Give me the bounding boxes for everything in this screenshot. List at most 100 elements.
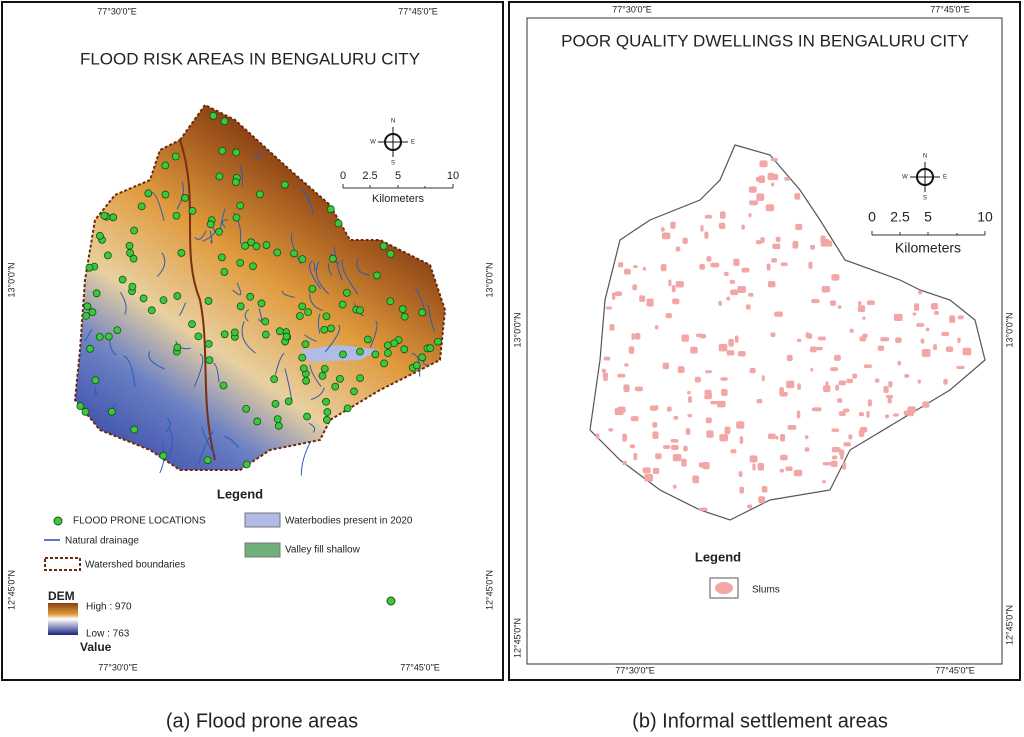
compass-letter: E <box>411 140 415 146</box>
slum-patch <box>767 281 776 288</box>
flood-point <box>261 317 270 326</box>
flood-point <box>236 201 245 210</box>
slum-patch <box>831 274 840 281</box>
flood-point <box>386 297 395 306</box>
slum-patch <box>633 452 638 461</box>
flood-point <box>147 306 156 315</box>
stream <box>93 385 97 396</box>
slum-patch <box>755 176 760 182</box>
coordinate-label: 77°30'0"E <box>615 665 655 675</box>
stream <box>165 417 171 433</box>
stream <box>120 292 127 315</box>
slum-patch <box>810 244 815 250</box>
slum-patch <box>863 364 872 369</box>
flood-point <box>130 226 138 235</box>
slum-patch <box>705 417 712 424</box>
flood-point <box>181 194 189 202</box>
slum-patch <box>941 331 950 337</box>
flood-point <box>171 152 180 161</box>
slum-patch <box>842 461 847 470</box>
flood-point <box>173 343 182 352</box>
flood-point <box>356 374 364 383</box>
slum-patch <box>646 298 654 307</box>
stream <box>369 320 378 348</box>
slum-patch <box>774 311 783 317</box>
flood-point <box>412 361 421 370</box>
slum-patch <box>673 415 679 420</box>
slum-patch <box>683 445 688 452</box>
stream <box>324 324 341 353</box>
slum-patch <box>603 356 611 361</box>
legend-title: Legend <box>695 549 741 564</box>
slum-patch <box>687 396 692 403</box>
slum-patch <box>907 406 916 413</box>
flood-point <box>220 117 229 126</box>
stream <box>327 263 333 276</box>
slum-patch <box>916 323 925 327</box>
compass-letter: E <box>943 175 947 181</box>
slum-patch <box>857 305 866 313</box>
legend-boundary <box>44 557 81 571</box>
flood-point <box>371 350 380 359</box>
slum-patch <box>668 279 672 287</box>
slum-patch <box>836 398 843 403</box>
coordinate-label: 77°45'0"E <box>398 6 438 16</box>
slum-patch <box>690 346 698 354</box>
slum-patch <box>830 460 838 468</box>
slum-patch <box>771 258 778 263</box>
slum-patch <box>718 300 723 306</box>
slum-patch <box>811 407 816 412</box>
slum-patch <box>957 315 964 320</box>
stream <box>309 364 322 387</box>
slum-patch <box>601 368 607 373</box>
slum-patch <box>780 262 788 267</box>
slum-patch <box>614 407 624 416</box>
flood-point <box>261 330 270 339</box>
stream <box>274 352 285 376</box>
slum-patch <box>852 373 858 379</box>
flood-point <box>91 376 100 385</box>
slum-patch <box>820 239 830 247</box>
slum-patch <box>758 496 766 504</box>
slum-patch <box>766 263 771 271</box>
slum-patch <box>721 388 728 396</box>
flood-point <box>328 254 337 263</box>
slum-patch <box>682 237 688 245</box>
stream <box>310 387 325 401</box>
flood-point <box>284 397 293 406</box>
flood-point <box>257 299 266 308</box>
coordinate-label: 12°45'0"N <box>6 570 16 610</box>
flood-point <box>104 332 113 341</box>
stream <box>427 304 435 333</box>
slum-patch <box>660 227 665 232</box>
slum-patch <box>748 292 754 297</box>
flood-point <box>126 249 134 257</box>
slum-patch <box>692 475 700 484</box>
flood-point <box>400 345 409 354</box>
coordinate-label: 77°30'0"E <box>612 4 652 14</box>
slum-patch <box>831 455 838 460</box>
flood-point <box>95 231 104 240</box>
slum-patch <box>810 367 814 372</box>
slum-patch <box>779 468 785 473</box>
slum-patch <box>741 224 745 230</box>
flood-point <box>270 375 279 384</box>
flood-point <box>137 202 146 211</box>
slum-patch <box>730 449 737 454</box>
slum-patch <box>796 410 801 419</box>
slum-patch <box>787 424 797 430</box>
compass-letter: N <box>923 154 927 160</box>
slum-patch <box>671 444 679 450</box>
slum-patch <box>724 426 731 435</box>
slum-patch <box>760 236 765 244</box>
slum-patch <box>618 262 624 268</box>
flood-point <box>299 364 308 373</box>
slum-patch <box>716 400 726 408</box>
slum-patch <box>629 444 636 449</box>
flood-point <box>204 339 213 348</box>
legend-label: Natural drainage <box>65 536 139 547</box>
slum-patch <box>649 405 658 411</box>
slum-patch <box>634 332 641 340</box>
coordinate-label: 13°0'0"N <box>512 312 522 347</box>
